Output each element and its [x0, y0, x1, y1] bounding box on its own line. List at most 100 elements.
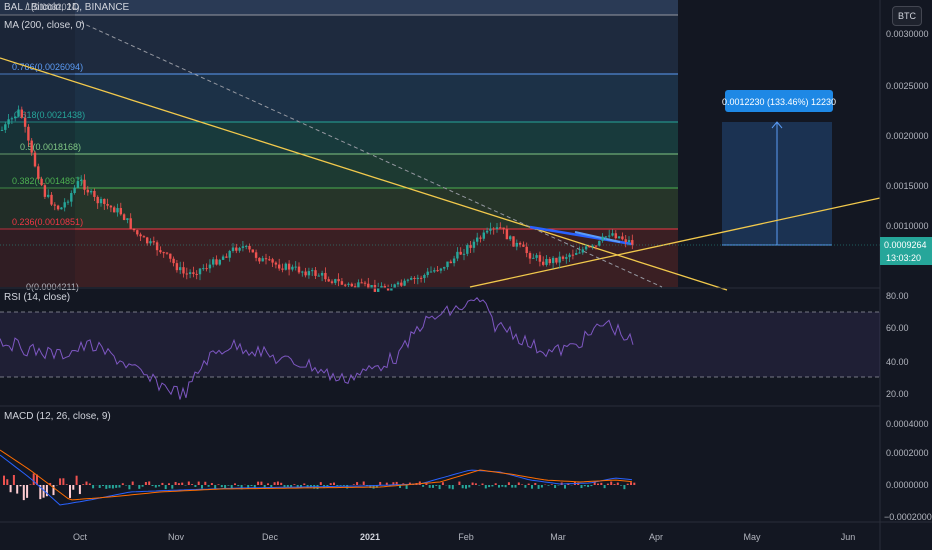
candle-body [248, 245, 251, 250]
candle-body [83, 179, 86, 190]
fib-label-382: 0.382(0.0014897) [12, 176, 83, 186]
macd-histogram-bar [610, 481, 613, 485]
candle-body [584, 246, 588, 250]
candle-body [182, 267, 185, 274]
macd-histogram-bar [32, 473, 35, 485]
macd-histogram-bar [260, 481, 263, 485]
macd-histogram-bar [118, 485, 121, 488]
candle-body [149, 241, 152, 244]
candle-body [122, 214, 126, 220]
macd-histogram-bar [438, 485, 441, 490]
macd-legend[interactable]: MACD (12, 26, close, 9) [4, 411, 111, 422]
macd-histogram-bar [217, 484, 220, 485]
candle-body [350, 283, 353, 287]
macd-histogram-bar [468, 485, 471, 488]
price-axis[interactable]: 0.0030000 0.0025000 0.0020000 0.0015000 … [886, 29, 929, 231]
candle-body [548, 259, 551, 264]
candle-body [30, 140, 33, 153]
candle-body [538, 255, 542, 262]
price-range-measure[interactable]: 0.0012230 (133.46%) 12230 [722, 90, 836, 246]
macd-histogram-bar [451, 485, 454, 490]
macd-histogram-bar [488, 485, 491, 488]
candle-body [449, 261, 452, 264]
ma-legend[interactable]: MA (200, close, 0) [4, 20, 85, 31]
macd-histogram-bar [583, 485, 586, 487]
candle-body [192, 272, 195, 274]
macd-histogram-bar [280, 482, 283, 485]
macd-histogram-bar [98, 485, 101, 488]
macd-histogram-bar [69, 485, 71, 498]
macd-histogram-bar [49, 482, 52, 485]
candle-body [205, 268, 208, 270]
macd-histogram-bar [286, 485, 289, 488]
candle-body [601, 236, 604, 241]
candle-body [502, 227, 505, 230]
candle-body [228, 250, 231, 258]
symbol-legend[interactable]: BAL / Bitcoin, 1D, BINANCE [4, 2, 130, 13]
macd-histogram-bar [115, 485, 118, 488]
candle-body [482, 232, 485, 239]
macd-histogram-bar [501, 485, 504, 487]
fibonacci-retracement[interactable] [0, 0, 678, 287]
macd-histogram-bar [290, 485, 293, 487]
candle-body [53, 204, 56, 206]
rsi-legend[interactable]: RSI (14, close) [4, 292, 71, 303]
macd-histogram-bar [385, 482, 388, 485]
macd-histogram-bar [405, 485, 408, 489]
fib-label-618: 0.618(0.0021438) [14, 110, 85, 120]
candle-body [93, 190, 96, 197]
macd-histogram-bar [531, 485, 533, 489]
macd-histogram-bar [524, 485, 527, 488]
macd-histogram-bar [194, 485, 197, 487]
macd-histogram-bar [247, 485, 250, 490]
currency-button[interactable]: BTC [892, 6, 922, 26]
macd-histogram-bar [623, 485, 626, 490]
candle-body [119, 208, 122, 215]
macd-histogram-bar [207, 485, 210, 487]
time-axis[interactable]: Oct Nov Dec 2021 Feb Mar Apr May Jun [73, 532, 855, 542]
macd-histogram-bar [111, 485, 114, 489]
candle-body [499, 227, 502, 229]
macd-histogram-bar [36, 474, 38, 485]
candle-body [456, 251, 459, 259]
macd-histogram-bar [309, 485, 312, 488]
macd-histogram-bar [379, 481, 382, 485]
macd-histogram-bar [257, 481, 260, 485]
macd-histogram-bar [606, 483, 609, 485]
candle-body [314, 270, 317, 276]
candle-body [509, 236, 512, 240]
candle-body [0, 129, 4, 131]
macd-histogram-bar [240, 485, 243, 490]
candle-body [231, 247, 235, 251]
fib-label-236: 0.236(0.0010851) [12, 217, 83, 227]
candle-body [40, 178, 43, 186]
candle-body [175, 263, 179, 271]
macd-histogram-bar [336, 485, 339, 487]
price-axis-label: 0.0015000 [886, 181, 929, 191]
candle-body [528, 253, 532, 259]
candle-body [426, 271, 429, 275]
macd-pane[interactable] [0, 449, 636, 506]
trend-lines[interactable] [0, 21, 881, 291]
candle-body [433, 270, 436, 272]
macd-histogram-bar [293, 484, 296, 485]
rsi-pane[interactable] [0, 297, 880, 400]
candle-body [14, 116, 17, 119]
macd-axis[interactable]: 0.0004000 0.0002000 0.0000000 −0.0002000 [884, 419, 932, 522]
candle-body [258, 257, 261, 262]
candle-body [76, 181, 80, 188]
macd-histogram-bar [197, 481, 200, 485]
candle-body [558, 256, 561, 263]
candle-body [297, 266, 301, 273]
macd-histogram-bar [494, 483, 497, 485]
macd-histogram-bar [408, 482, 411, 485]
candle-body [109, 205, 113, 208]
rsi-axis[interactable]: 80.00 60.00 40.00 20.00 [886, 291, 909, 399]
macd-axis-label: −0.0002000 [884, 512, 932, 522]
candle-body [495, 227, 499, 229]
candle-body [545, 259, 548, 265]
candle-body [472, 241, 476, 248]
candle-body [4, 124, 7, 130]
macd-histogram-bar [168, 483, 170, 485]
